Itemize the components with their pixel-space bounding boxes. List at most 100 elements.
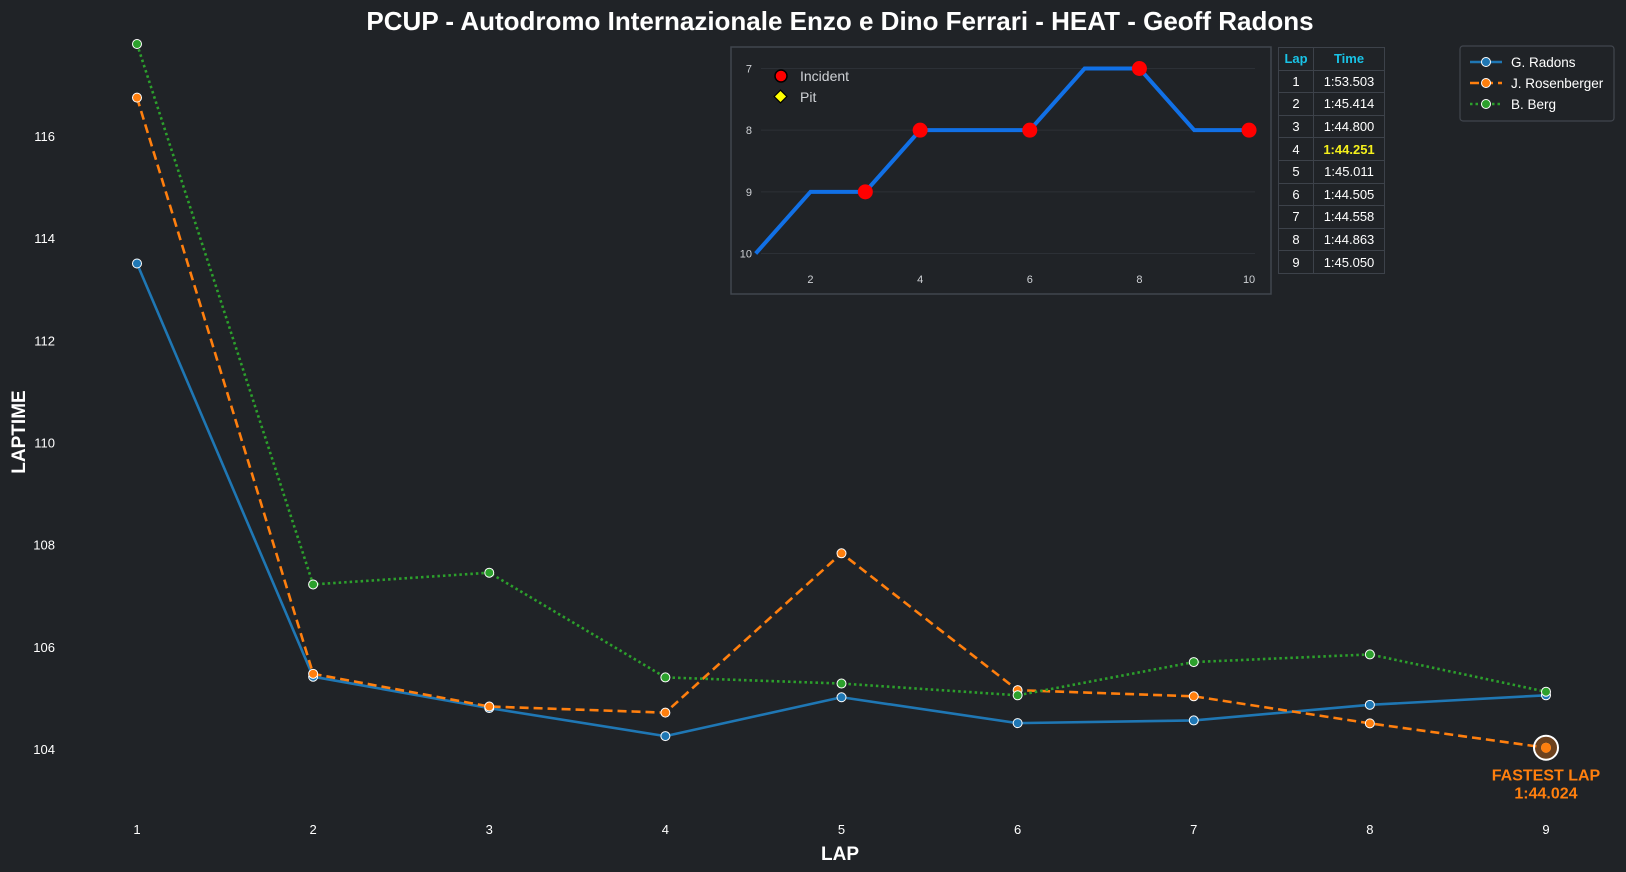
x-axis-ticks: 1 2 3 4 5 6 7 8 9 (133, 822, 1549, 837)
series-point (660, 707, 671, 718)
series-point (660, 672, 671, 683)
fastest-lap-annotation: FASTEST LAP 1:44.024 (1492, 734, 1601, 803)
y-tick-label: 116 (34, 129, 55, 144)
table-cell-lap: 9 (1278, 250, 1314, 274)
pit-legend-marker (773, 89, 788, 104)
table-cell-time: 1:44.505 (1313, 182, 1385, 207)
legend-swatch-marker (1481, 78, 1491, 88)
table-row: 4 1:44.251 (1278, 137, 1385, 161)
fastest-lap-dot (1541, 742, 1551, 753)
series-point (308, 579, 319, 590)
incident-marker (1241, 122, 1257, 138)
legend-box (1459, 45, 1615, 122)
position-polyline (754, 66, 1250, 255)
x-tick-label: 8 (1366, 822, 1373, 837)
x-tick-label: 6 (1014, 822, 1021, 837)
table-row: 2 1:45.414 (1278, 92, 1385, 116)
x-axis-label: LAP (821, 844, 859, 865)
inset-y-tick-label: 7 (746, 64, 752, 76)
y-tick-label: 110 (34, 435, 55, 450)
series-point (1188, 691, 1199, 702)
inset-x-tick-label: 2 (807, 274, 813, 286)
table-row: 9 1:45.050 (1278, 250, 1385, 274)
table-cell-lap: 8 (1278, 227, 1314, 252)
series-point (1188, 715, 1199, 726)
x-tick-label: 3 (486, 822, 493, 837)
x-tick-label: 4 (662, 822, 669, 837)
table-cell-lap: 6 (1278, 182, 1314, 207)
y-tick-label: 108 (33, 538, 55, 553)
legend-swatch-marker (1481, 99, 1491, 109)
table-header-time: Time (1313, 47, 1385, 71)
fastest-lap-label: FASTEST LAP (1492, 768, 1601, 785)
series-point (660, 731, 671, 742)
series-point (132, 258, 142, 269)
series-point (1364, 649, 1375, 660)
table-cell-lap: 4 (1278, 137, 1314, 161)
pit-legend-label: Pit (800, 89, 816, 105)
x-tick-label: 7 (1190, 822, 1197, 837)
legend: G. Radons J. Rosenberger B. Berg (1459, 45, 1615, 122)
series-point (836, 692, 847, 703)
incident-marker (857, 184, 873, 200)
legend-label: B. Berg (1511, 97, 1556, 112)
table-cell-time: 1:44.251 (1313, 137, 1385, 161)
legend-label: G. Radons (1511, 55, 1576, 70)
table-row: 7 1:44.558 (1278, 205, 1385, 229)
table-cell-time: 1:53.503 (1313, 69, 1385, 94)
series-point (484, 567, 495, 578)
series-point (132, 39, 142, 49)
x-tick-label: 5 (838, 822, 845, 837)
y-tick-label: 106 (33, 640, 55, 655)
table-header-row: Lap Time (1278, 47, 1385, 71)
fastest-lap-value: 1:44.024 (1514, 786, 1577, 803)
inset-y-tick-label: 9 (746, 187, 752, 199)
inset-x-tick-label: 4 (917, 274, 923, 286)
table-cell-lap: 7 (1278, 205, 1314, 229)
y-axis-label: LAPTIME (9, 390, 30, 473)
inset-x-tick-label: 10 (1243, 274, 1255, 286)
y-axis-ticks: 104 106 108 110 112 114 116 (33, 129, 55, 757)
inset-x-tick-label: 6 (1027, 274, 1033, 286)
y-tick-label: 104 (33, 742, 55, 757)
position-inset-chart: 7 8 9 10 2 4 6 8 10 Incident Pit (730, 46, 1272, 295)
table-cell-lap: 3 (1278, 114, 1314, 139)
y-tick-label: 114 (34, 231, 55, 246)
x-tick-label: 9 (1542, 822, 1549, 837)
incident-marker (912, 122, 928, 138)
table-cell-time: 1:45.050 (1313, 250, 1385, 274)
x-tick-label: 1 (133, 822, 140, 837)
inset-y-ticks: 7 8 9 10 (740, 64, 752, 261)
series-line-1 (135, 262, 1547, 738)
inset-y-tick-label: 8 (746, 125, 752, 137)
table-row: 5 1:45.011 (1278, 159, 1385, 184)
incident-legend-label: Incident (800, 68, 849, 84)
table-row: 6 1:44.505 (1278, 182, 1385, 207)
series-point (1364, 699, 1375, 710)
inset-x-tick-label: 8 (1136, 274, 1142, 286)
y-tick-label: 112 (34, 333, 55, 348)
table-cell-time: 1:44.558 (1313, 205, 1385, 229)
series-line-3 (135, 43, 1547, 697)
incident-marker (1022, 122, 1038, 138)
table-cell-lap: 2 (1278, 92, 1314, 116)
inset-frame (730, 46, 1272, 295)
table-cell-time: 1:45.414 (1313, 92, 1385, 116)
series-point (836, 678, 847, 689)
table-cell-time: 1:44.863 (1313, 227, 1385, 252)
inset-x-ticks: 2 4 6 8 10 (807, 274, 1255, 286)
series-point (836, 548, 847, 559)
series-point (1541, 686, 1551, 697)
x-tick-label: 2 (310, 822, 317, 837)
legend-label: J. Rosenberger (1511, 76, 1604, 91)
table-row: 1 1:53.503 (1278, 69, 1385, 94)
series-point (1364, 718, 1375, 729)
series-point (132, 92, 142, 103)
table-row: 8 1:44.863 (1278, 227, 1385, 252)
incident-marker (1131, 61, 1147, 76)
chart-title: PCUP - Autodromo Internazionale Enzo e D… (366, 6, 1313, 36)
inset-y-tick-label: 10 (740, 249, 752, 261)
inset-legend: Incident Pit (773, 68, 849, 105)
series-point (1188, 657, 1199, 668)
